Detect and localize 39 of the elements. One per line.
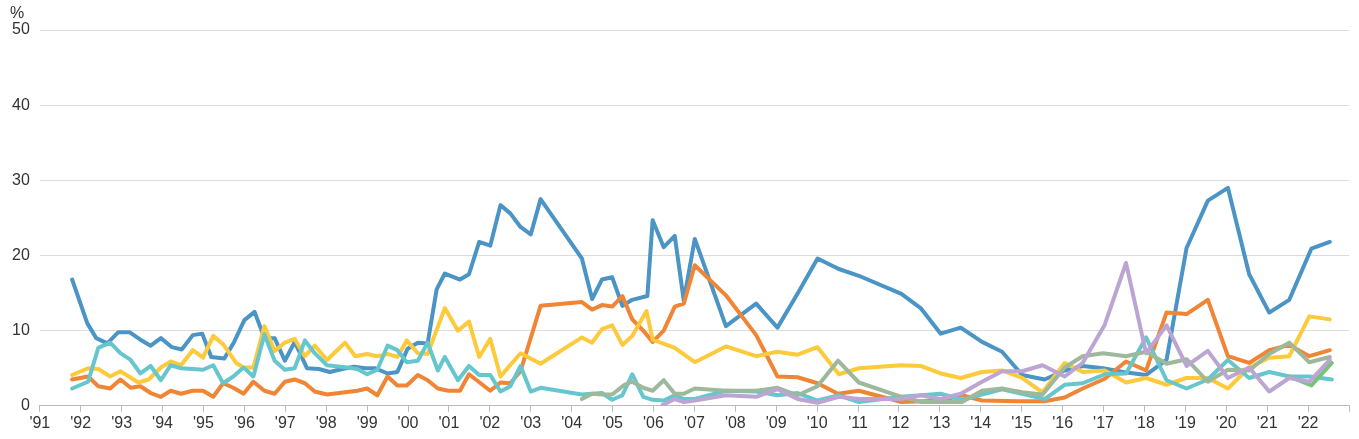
x-tick-label: '10 — [806, 413, 828, 431]
y-tick-label: 10 — [12, 321, 30, 339]
y-tick-label: 40 — [12, 95, 30, 113]
x-tick-label: '96 — [233, 413, 255, 431]
x-tick-label: '94 — [152, 413, 174, 431]
x-tick-label: '99 — [356, 413, 378, 431]
x-tick-label: '98 — [315, 413, 337, 431]
x-tick-label: '02 — [479, 413, 501, 431]
y-tick-label: 50 — [12, 20, 30, 38]
x-tick-label: '04 — [561, 413, 583, 431]
x-tick-label: '21 — [1256, 413, 1278, 431]
x-tick-label: '07 — [683, 413, 705, 431]
x-tick-label: '91 — [29, 413, 51, 431]
x-tick-label: '17 — [1093, 413, 1115, 431]
x-tick-label: '01 — [438, 413, 460, 431]
x-tick-label: '15 — [1011, 413, 1033, 431]
x-tick-label: '97 — [274, 413, 296, 431]
x-tick-label: '05 — [602, 413, 624, 431]
x-tick-label: '19 — [1174, 413, 1196, 431]
x-tick-label: '08 — [724, 413, 746, 431]
x-tick-label: '93 — [111, 413, 133, 431]
y-axis-title: % — [10, 4, 25, 22]
x-tick-label: '00 — [397, 413, 419, 431]
x-tick-label: '92 — [70, 413, 92, 431]
x-tick-label: '09 — [765, 413, 787, 431]
x-tick-label: '11 — [848, 413, 868, 431]
x-tick-label: '22 — [1297, 413, 1319, 431]
x-tick-label: '18 — [1134, 413, 1155, 431]
y-tick-label: 0 — [20, 396, 30, 414]
y-tick-label: 20 — [12, 245, 30, 263]
x-tick-label: '16 — [1052, 413, 1074, 431]
x-tick-label: '12 — [888, 413, 910, 431]
x-tick-label: '20 — [1215, 413, 1237, 431]
x-tick-label: '14 — [970, 413, 992, 431]
y-tick-label: 30 — [12, 170, 30, 188]
x-tick-label: '03 — [520, 413, 542, 431]
x-tick-label: '13 — [929, 413, 951, 431]
x-tick-label: '95 — [193, 413, 214, 431]
x-tick-label: '06 — [643, 413, 665, 431]
